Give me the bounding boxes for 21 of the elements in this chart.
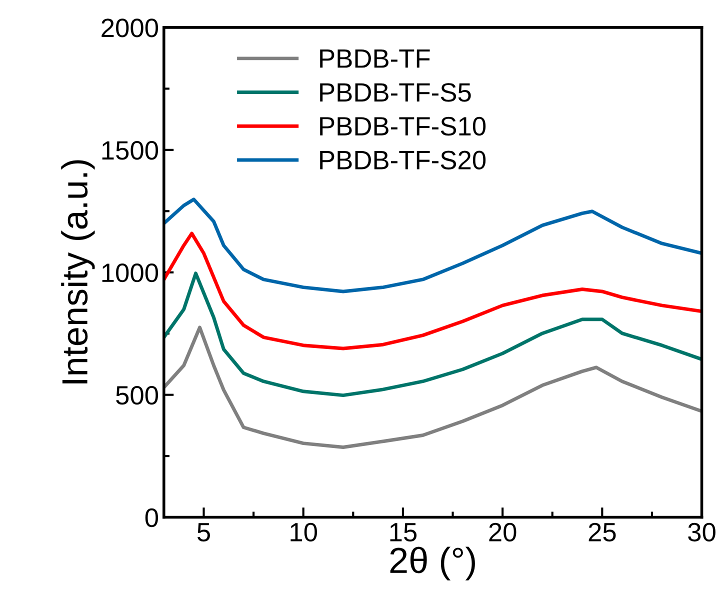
legend-label: PBDB-TF	[320, 50, 430, 68]
x-axis-title: 2θ (°)	[390, 546, 475, 580]
y-tick-label: 0	[145, 508, 158, 528]
line-series	[164, 232, 702, 350]
x-tick-label: 30	[688, 522, 716, 542]
y-tick-label: 1500	[102, 141, 158, 160]
x-tick-label: 25	[588, 522, 616, 542]
legend-label: PBDB-TF-S20	[320, 150, 486, 170]
y-tick-label: 1000	[102, 264, 158, 282]
line-series	[164, 198, 702, 294]
y-tick-label: 500	[116, 386, 158, 405]
line-series	[164, 272, 702, 398]
legend-label: PBDB-TF-S10	[320, 116, 486, 136]
x-tick-label: 10	[290, 522, 317, 542]
line-series	[164, 326, 702, 449]
y-tick-label: 2000	[102, 18, 158, 38]
legend-label: PBDB-TF-S5	[320, 83, 471, 102]
x-tick-label: 15	[390, 523, 417, 542]
x-tick-label: 20	[489, 522, 516, 542]
x-tick-label: 5	[197, 523, 210, 542]
y-axis-title: Intensity (a.u.)	[61, 160, 95, 384]
